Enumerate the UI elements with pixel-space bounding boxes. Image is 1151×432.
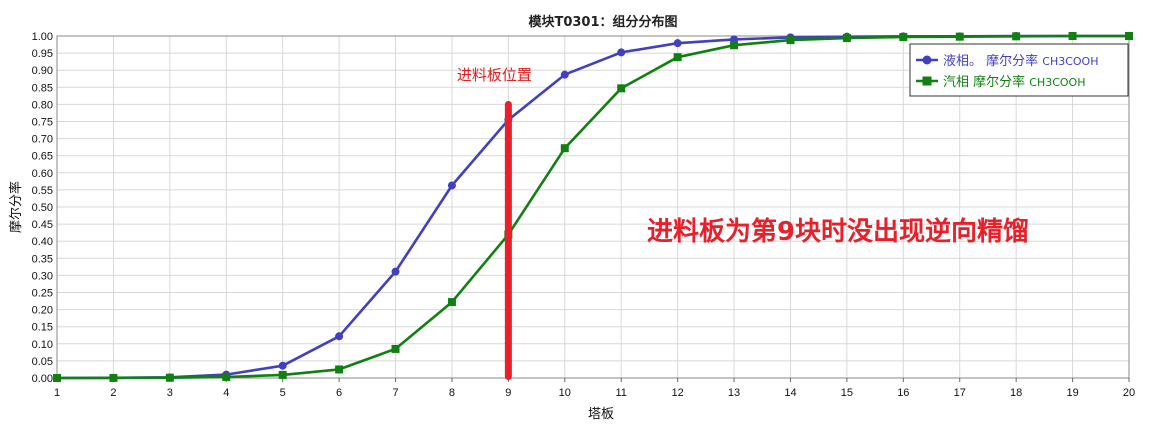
y-tick-label: 0.00 [32,373,53,385]
x-tick-label: 10 [559,387,571,399]
x-tick-label: 4 [223,387,229,399]
y-tick-label: 0.25 [32,288,53,300]
x-tick-label: 19 [1066,387,1078,399]
feed-stage-label: 进料板位置 [457,66,532,84]
legend-label: 液相。 摩尔分率 CH3COOH [943,53,1099,69]
series-line [56,34,1129,380]
y-axis: 0.00 0.05 0.10 0.15 0.20 0.25 0.30 0.35 0.40 0.45… [32,31,53,385]
x-tick-label: 2 [110,387,116,399]
data-point [391,344,400,353]
data-point [560,70,569,79]
y-tick-label: 1.00 [32,31,53,43]
legend-item: 液相。 摩尔分率 CH3COOH [916,53,1099,69]
legend-item: 汽相 摩尔分率 CH3COOH [916,74,1086,90]
data-point [53,374,61,382]
series-layer [53,32,1133,382]
data-point [673,39,682,48]
data-point [899,33,908,42]
data-point [335,365,344,374]
plot-frame [56,35,1130,379]
data-point [617,84,626,93]
y-tick-label: 0.50 [32,202,53,214]
data-point [1012,32,1021,41]
x-tick-label: 6 [336,387,342,399]
y-tick-label: 0.35 [32,253,53,265]
y-tick-label: 0.55 [32,185,53,197]
x-tick-label: 20 [1123,387,1135,399]
x-tick-label: 5 [280,387,286,399]
grid [56,35,1130,379]
x-axis: 1 2 3 4 5 6 7 8 9 10 11 12 13 14 15 16 17 18 19 20 [54,378,1135,399]
y-tick-label: 0.20 [32,305,53,317]
y-tick-label: 0.05 [32,356,53,368]
chart-title: 模块T0301：组分分布图 [528,14,677,30]
data-point [222,372,231,381]
legend-marker [922,76,932,86]
x-tick-label: 18 [1010,387,1022,399]
y-tick-label: 0.95 [32,48,53,60]
legend-box [909,43,1129,97]
data-point [447,298,456,307]
y-tick-label: 0.65 [32,151,53,163]
data-point [1068,32,1077,40]
y-tick-label: 0.75 [32,117,53,129]
x-axis-label: 塔板 [588,407,614,422]
data-point [278,361,287,370]
legend: 液相。 摩尔分率 CH3COOH 汽相 摩尔分率 CH3COOH [909,43,1129,97]
data-point [786,36,795,45]
y-tick-label: 0.80 [32,99,53,111]
data-point [617,48,626,57]
y-tick-label: 0.90 [32,65,53,77]
x-tick-label: 17 [954,387,966,399]
data-point [447,181,456,190]
y-tick-label: 0.60 [32,168,53,180]
data-point [109,373,118,382]
y-tick-label: 0.30 [32,270,53,282]
data-point [955,32,964,41]
legend-label: 汽相 摩尔分率 CH3COOH [943,74,1086,90]
annotation-note: 进料板为第9块时没出现逆向精馏 [647,216,1029,247]
data-point [673,53,682,62]
x-tick-label: 13 [728,387,740,399]
data-point [335,332,344,341]
data-point [165,373,174,382]
y-tick-label: 0.15 [32,322,53,334]
x-tick-label: 14 [784,387,796,399]
x-tick-label: 8 [449,387,455,399]
data-point [560,144,569,153]
legend-marker [922,55,932,65]
x-tick-label: 7 [392,387,398,399]
x-tick-label: 15 [841,387,853,399]
y-axis-label: 摩尔分率 [8,181,24,233]
y-tick-label: 0.40 [32,236,53,248]
x-tick-label: 11 [615,387,626,399]
x-tick-label: 1 [54,387,60,399]
x-tick-label: 3 [167,387,173,399]
y-tick-label: 0.85 [32,82,53,94]
x-tick-label: 12 [672,387,684,399]
x-tick-label: 9 [505,387,511,399]
data-point [391,267,400,276]
y-tick-label: 0.45 [32,219,53,231]
y-tick-label: 0.10 [32,339,53,351]
data-point [1125,32,1133,40]
y-tick-label: 0.70 [32,134,53,146]
data-point [278,370,287,379]
data-point [842,34,851,43]
x-tick-label: 16 [897,387,909,399]
data-point [730,41,739,50]
feed-stage-line [504,100,512,380]
